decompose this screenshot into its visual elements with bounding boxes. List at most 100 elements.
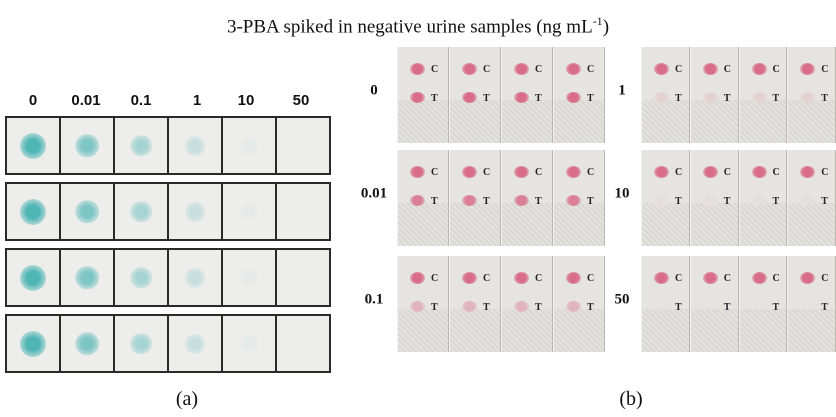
spot-cell [277, 250, 329, 305]
title-superscript: -1 [592, 14, 603, 28]
concentration-row-label: 10 [614, 185, 630, 202]
control-letter: C [675, 167, 683, 178]
concentration-row-label: 0.01 [360, 185, 388, 202]
test-letter: T [772, 196, 780, 207]
control-line [800, 166, 816, 178]
test-line [751, 195, 767, 206]
test-letter: T [675, 196, 682, 207]
spot-cell [115, 250, 169, 305]
color-spot [75, 331, 99, 356]
spot-cell [61, 250, 115, 305]
control-letter: C [821, 273, 829, 284]
test-line [800, 92, 816, 103]
concentration-header: 0 0.01 0.1 1 10 50 [0, 92, 340, 114]
test-letter: T [587, 302, 594, 313]
concentration-row-label: 50 [614, 291, 630, 308]
control-line [514, 272, 529, 284]
color-spot [239, 268, 259, 287]
test-letter: T [723, 196, 731, 207]
test-line [702, 195, 718, 206]
spot-cell [169, 250, 223, 305]
spot-cell [169, 184, 223, 239]
control-letter: C [587, 64, 595, 75]
control-letter: C [483, 64, 491, 75]
test-line [410, 301, 425, 312]
spot-cell [277, 184, 329, 239]
concentration-row-label: 0.1 [364, 291, 384, 308]
spot-cell [61, 316, 115, 371]
control-line [702, 272, 718, 284]
concentration-row-label: 0 [370, 82, 378, 99]
spot-cell [169, 118, 223, 173]
caption-b: (b) [619, 388, 643, 410]
control-letter: C [431, 167, 439, 178]
control-letter: C [431, 64, 439, 75]
control-line [514, 63, 529, 75]
spot-cell [7, 316, 61, 371]
color-spot [20, 198, 46, 225]
spot-cell [115, 118, 169, 173]
control-line [800, 63, 816, 75]
test-line [702, 92, 718, 103]
test-letter: T [821, 93, 828, 104]
test-letter: T [723, 93, 731, 104]
control-letter: C [587, 167, 595, 178]
control-letter: C [723, 273, 731, 284]
test-letter: T [535, 196, 542, 207]
test-line [410, 195, 425, 206]
control-line [514, 166, 529, 178]
control-letter: C [821, 167, 829, 178]
test-letter: T [431, 196, 438, 207]
spot-cell [277, 316, 329, 371]
spot-cell [169, 316, 223, 371]
color-spot [239, 202, 259, 221]
control-letter: C [723, 64, 731, 75]
control-letter: C [483, 167, 491, 178]
control-line [751, 166, 767, 178]
color-spot [75, 265, 99, 290]
spot-cell [277, 118, 329, 173]
control-letter: C [675, 64, 683, 75]
control-line [702, 63, 718, 75]
spot-cell [115, 316, 169, 371]
test-letter: T [483, 196, 490, 207]
color-spot [130, 200, 152, 223]
test-letter: T [821, 302, 828, 313]
test-line [514, 301, 529, 312]
concentration-label: 10 [237, 92, 255, 109]
spot-cell [61, 184, 115, 239]
test-line [654, 195, 669, 206]
control-line [654, 272, 669, 284]
control-line [654, 63, 669, 75]
control-line [566, 63, 581, 75]
caption-a: (a) [175, 388, 199, 410]
control-letter: C [772, 167, 780, 178]
test-letter: T [431, 302, 438, 313]
test-letter: T [535, 302, 542, 313]
test-line [514, 92, 529, 103]
test-line [566, 195, 581, 206]
color-spot [185, 135, 205, 156]
color-spot [239, 334, 259, 353]
control-letter: C [535, 167, 543, 178]
spot-cell [61, 118, 115, 173]
test-letter: T [675, 93, 682, 104]
